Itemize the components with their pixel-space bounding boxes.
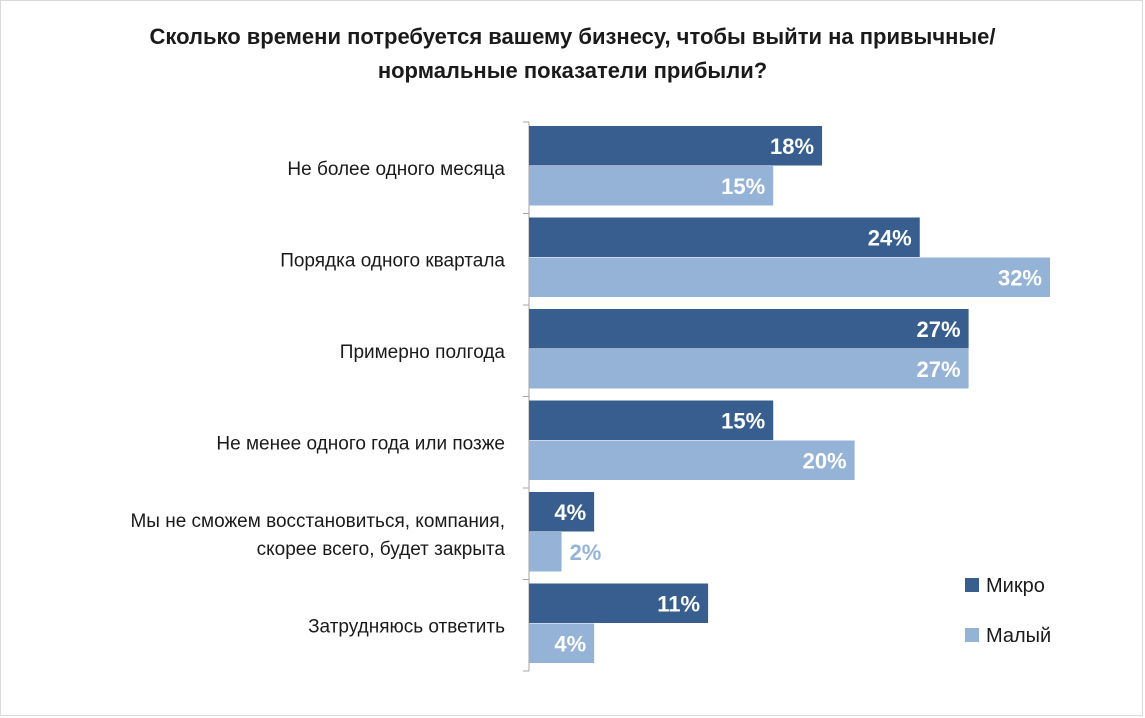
bar-small [529,440,855,480]
category-label-line: скорее всего, будет закрыта [257,539,506,560]
bar-small [529,257,1050,297]
category-label-line: Не более одного месяца [287,159,505,180]
category-label: Мы не сможем восстановиться, компания, ск… [130,511,505,560]
bar-small [529,532,562,572]
legend-label: Малый [986,625,1051,647]
bar-micro [529,400,774,440]
data-label: 24% [868,226,912,251]
bar-micro [529,309,969,349]
category-label: Не менее одного года или позже [216,433,505,454]
bar-small [529,623,595,663]
category-label: Не более одного месяца [287,159,505,180]
data-label: 2% [570,540,602,565]
bar-micro [529,492,595,532]
chart-title-line-2: нормальные показатели прибыли? [377,58,768,83]
data-label: 20% [803,449,847,474]
data-label: 4% [554,500,586,525]
data-label: 18% [770,134,814,159]
category-label-line: Не менее одного года или позже [216,433,505,454]
bar-small [529,349,969,389]
chart-title: Сколько времени потребуется вашему бизне… [20,20,1125,88]
data-label: 27% [917,357,961,382]
data-label: 11% [657,592,700,617]
bar-small [529,166,774,206]
data-label: 32% [998,266,1042,291]
legend-swatch [965,578,979,592]
bar-micro [529,126,823,166]
legend-label: Микро [986,575,1045,597]
category-label: Порядка одного квартала [280,250,505,271]
data-label: 27% [917,317,961,342]
category-label-line: Мы не сможем восстановиться, компания, [130,511,505,532]
legend-swatch [965,628,979,642]
bar-micro [529,583,709,623]
bar-micro [529,217,920,257]
category-label-line: Порядка одного квартала [280,250,505,271]
category-label: Примерно полгода [340,342,506,363]
category-label-line: Затрудняюсь ответить [308,616,505,637]
chart-title-line-1: Сколько времени потребуется вашему бизне… [149,24,996,49]
category-label: Затрудняюсь ответить [308,616,505,637]
category-label-line: Примерно полгода [340,342,506,363]
data-label: 15% [721,174,765,199]
data-label: 15% [721,409,765,434]
data-label: 4% [554,632,586,657]
